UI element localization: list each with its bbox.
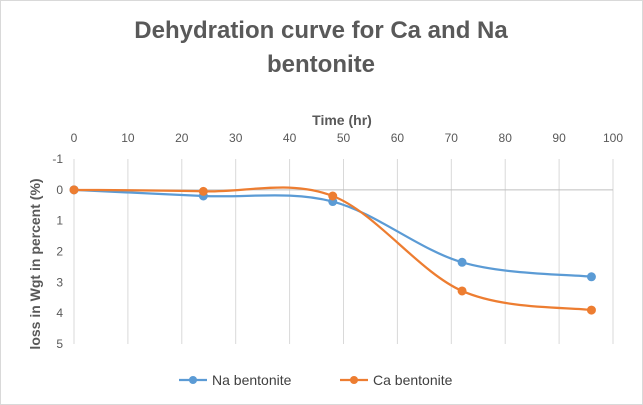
data-point-ca-bentonite-0 (69, 185, 79, 195)
y-tick-labels: -1 0 1 2 3 4 5 (52, 152, 63, 351)
plot-area: 0 10 20 30 40 50 60 70 80 90 100 -1 0 1 2 3 4 5 (52, 131, 623, 351)
x-tick-label: 40 (283, 131, 297, 145)
grid-lines (73, 159, 614, 344)
x-tick-label: 0 (71, 131, 78, 145)
legend: Na bentonite Ca bentonite (179, 372, 453, 388)
y-tick-label: 2 (56, 245, 63, 259)
x-tick-labels: 0 10 20 30 40 50 60 70 80 90 100 (71, 131, 624, 145)
y-axis-title: loss in Wgt in percent (%) (27, 178, 43, 349)
legend-item-na-bentonite: Na bentonite (179, 372, 292, 388)
legend-point-marker (189, 376, 197, 384)
chart-title-line-2: bentonite (267, 51, 375, 78)
y-tick-label: 1 (56, 214, 63, 228)
x-tick-label: 80 (499, 131, 513, 145)
x-tick-label: 20 (175, 131, 189, 145)
data-point-na-bentonite-72 (457, 257, 467, 267)
y-tick-label: -1 (52, 152, 63, 166)
x-axis-title: Time (hr) (312, 112, 372, 128)
x-tick-label: 100 (603, 131, 623, 145)
legend-label: Ca bentonite (373, 372, 453, 388)
x-tick-label: 30 (229, 131, 243, 145)
series-points (69, 185, 596, 315)
data-point-ca-bentonite-48 (328, 191, 338, 201)
y-tick-label: 3 (56, 275, 63, 289)
x-tick-label: 10 (121, 131, 135, 145)
data-point-ca-bentonite-24 (198, 186, 208, 196)
data-point-ca-bentonite-96 (586, 305, 596, 315)
y-tick-label: 0 (56, 183, 63, 197)
data-point-na-bentonite-96 (586, 272, 596, 282)
chart-title-line-1: Dehydration curve for Ca and Na (134, 17, 508, 44)
y-tick-label: 5 (56, 337, 63, 351)
data-point-ca-bentonite-72 (457, 286, 467, 296)
legend-item-ca-bentonite: Ca bentonite (340, 372, 453, 388)
x-tick-label: 60 (391, 131, 405, 145)
legend-point-marker (350, 376, 358, 384)
x-tick-label: 90 (552, 131, 566, 145)
x-tick-label: 50 (337, 131, 351, 145)
legend-label: Na bentonite (212, 372, 292, 388)
y-tick-label: 4 (56, 306, 63, 320)
x-tick-label: 70 (445, 131, 459, 145)
